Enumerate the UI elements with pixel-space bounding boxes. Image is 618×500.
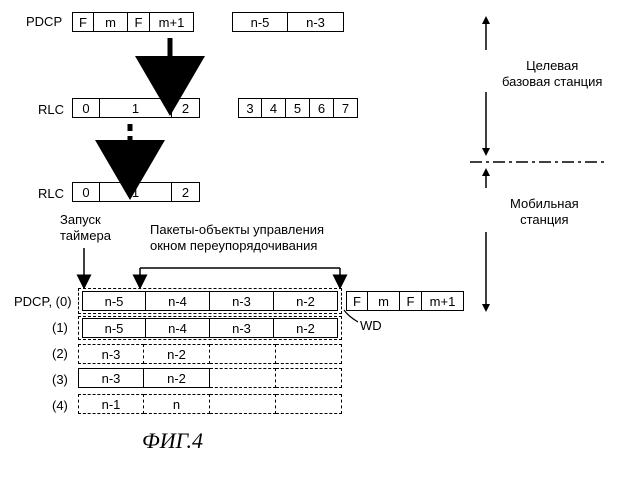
cell: n-4	[146, 318, 210, 338]
cell: m+1	[150, 12, 194, 32]
row0-dashed: n-5 n-4 n-3 n-2	[82, 291, 338, 311]
cell: n-3	[78, 368, 144, 388]
label-wd: WD	[360, 318, 382, 333]
pdcp-top-row1: F m F m+1	[72, 12, 194, 32]
cell: 7	[334, 98, 358, 118]
cell: m+1	[422, 291, 464, 311]
label-r4: (4)	[52, 398, 68, 413]
cell: n-4	[146, 291, 210, 311]
protocol-diagram: PDCP F m F m+1 n-5 n-3 RLC 0 1 2 3 4 5 6…	[10, 10, 608, 490]
cell: 1	[100, 182, 172, 202]
row4: n-1 n	[78, 394, 342, 414]
row0-solid: F m F m+1	[346, 291, 464, 311]
pdcp-top-row2: n-5 n-3	[232, 12, 344, 32]
cell: 0	[72, 98, 100, 118]
cell: 2	[172, 98, 200, 118]
cell	[276, 344, 342, 364]
row2: n-3 n-2	[78, 344, 342, 364]
cell: n-2	[274, 291, 338, 311]
label-r2: (2)	[52, 346, 68, 361]
cell: n-5	[232, 12, 288, 32]
cell: 4	[262, 98, 286, 118]
rlc-row1a: 0 1 2	[72, 98, 200, 118]
cell: 2	[172, 182, 200, 202]
cell: n-2	[144, 344, 210, 364]
cell	[276, 394, 342, 414]
cell: 0	[72, 182, 100, 202]
cell: 5	[286, 98, 310, 118]
label-pdcp0: PDCP, (0)	[14, 294, 72, 309]
cell: n-5	[82, 318, 146, 338]
cell: n-5	[82, 291, 146, 311]
cell: 1	[100, 98, 172, 118]
figure-caption: ФИГ.4	[142, 428, 203, 454]
label-r1: (1)	[52, 320, 68, 335]
cell: 6	[310, 98, 334, 118]
cell: n-3	[288, 12, 344, 32]
cell: F	[72, 12, 94, 32]
cell: n	[144, 394, 210, 414]
cell: n-2	[144, 368, 210, 388]
rlc-row1b: 3 4 5 6 7	[238, 98, 358, 118]
cell: F	[400, 291, 422, 311]
cell: m	[368, 291, 400, 311]
cell	[210, 394, 276, 414]
row1: n-5 n-4 n-3 n-2	[82, 318, 338, 338]
rlc-row2: 0 1 2	[72, 182, 200, 202]
cell: 3	[238, 98, 262, 118]
label-r3: (3)	[52, 372, 68, 387]
label-mobile: Мобильная станция	[510, 196, 579, 227]
row3: n-3 n-2	[78, 368, 342, 388]
cell: n-1	[78, 394, 144, 414]
cell: m	[94, 12, 128, 32]
cell: F	[128, 12, 150, 32]
cell: n-3	[210, 291, 274, 311]
label-rlc1: RLC	[38, 102, 64, 117]
cell: n-2	[274, 318, 338, 338]
cell: n-3	[210, 318, 274, 338]
label-timer: Запуск таймера	[60, 212, 111, 243]
cell: F	[346, 291, 368, 311]
label-target-bs: Целевая базовая станция	[502, 58, 602, 89]
cell: n-3	[78, 344, 144, 364]
label-packets: Пакеты-объекты управления окном переупор…	[150, 222, 324, 253]
cell	[210, 368, 276, 388]
cell	[276, 368, 342, 388]
cell	[210, 344, 276, 364]
label-rlc2: RLC	[38, 186, 64, 201]
label-pdcp-top: PDCP	[26, 14, 62, 29]
